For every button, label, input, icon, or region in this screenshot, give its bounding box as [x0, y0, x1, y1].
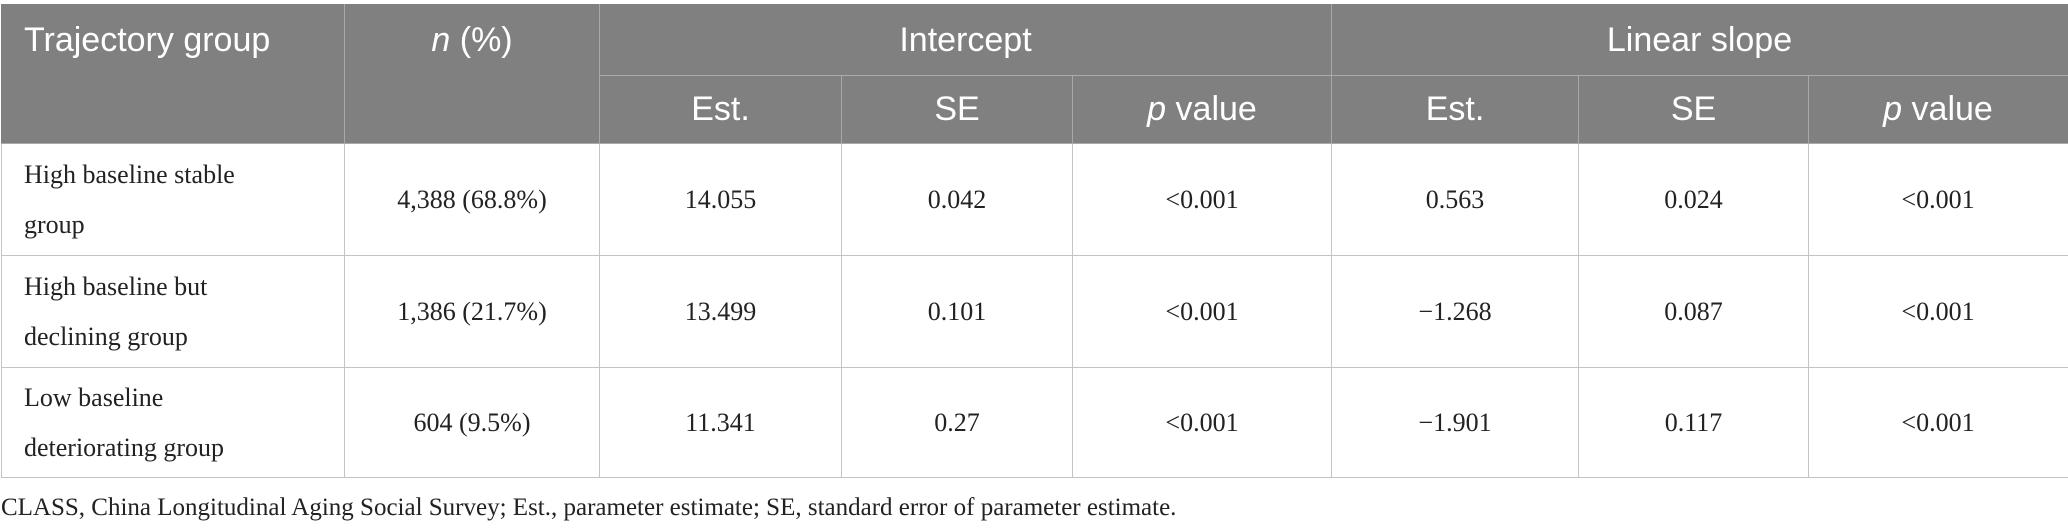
row-label-line: declining group [24, 321, 188, 351]
row-label-line: group [24, 209, 85, 239]
cell-intercept-p: <0.001 [1072, 255, 1332, 368]
cell-slope-se: 0.087 [1578, 255, 1809, 368]
header-slope-p-value: p value [1807, 75, 2068, 144]
row-label: High baseline stable group [1, 143, 345, 256]
cell-intercept-se: 0.101 [841, 255, 1073, 368]
cell-slope-se: 0.117 [1578, 367, 1809, 478]
header-row-sub: Est. SE p value Est. SE p value [2, 75, 2068, 144]
cell-slope-p: <0.001 [1807, 255, 2068, 368]
header-intercept: Intercept [599, 4, 1332, 76]
table-body: High baseline stable group 4,388 (68.8%) … [1, 143, 2068, 478]
header-p-italic: p [1147, 90, 1167, 128]
cell-slope-p: <0.001 [1807, 143, 2068, 256]
header-slope-est: Est. [1331, 75, 1579, 144]
table-row: High baseline stable group 4,388 (68.8%) … [1, 143, 2068, 256]
cell-intercept-se: 0.27 [841, 367, 1073, 478]
header-linear-slope: Linear slope [1330, 4, 2068, 76]
header-n-percent: n (%) [344, 4, 600, 144]
header-p-italic: p [1883, 90, 1903, 128]
row-label-line: High baseline but [24, 271, 208, 301]
cell-slope-se: 0.024 [1578, 143, 1809, 256]
trajectory-parameter-table: Trajectory group n (%) Intercept Linear … [1, 4, 2068, 478]
cell-slope-p: <0.001 [1807, 367, 2068, 478]
header-intercept-se: SE [841, 75, 1073, 144]
row-label-line: deteriorating group [24, 432, 224, 462]
header-n-rest: (%) [450, 21, 513, 59]
header-intercept-p-value: p value [1072, 75, 1332, 144]
row-label-line: High baseline stable [24, 159, 235, 189]
row-label: High baseline but declining group [1, 255, 345, 368]
cell-n: 604 (9.5%) [344, 367, 600, 478]
cell-slope-est: 0.563 [1331, 143, 1579, 256]
cell-intercept-p: <0.001 [1072, 367, 1332, 478]
header-trajectory-group: Trajectory group [1, 4, 345, 144]
row-label-line: Low baseline [24, 382, 164, 412]
cell-slope-est: −1.268 [1331, 255, 1579, 368]
cell-intercept-est: 14.055 [599, 143, 842, 256]
header-p-rest: value [1166, 90, 1257, 128]
header-p-rest: value [1902, 90, 1993, 128]
cell-n: 4,388 (68.8%) [344, 143, 600, 256]
header-slope-se: SE [1578, 75, 1809, 144]
cell-intercept-se: 0.042 [841, 143, 1073, 256]
header-intercept-est: Est. [599, 75, 842, 144]
cell-slope-est: −1.901 [1331, 367, 1579, 478]
header-n-italic: n [431, 21, 451, 59]
cell-intercept-est: 13.499 [599, 255, 842, 368]
table-footnote: CLASS, China Longitudinal Aging Social S… [1, 494, 1177, 521]
table-header: Trajectory group n (%) Intercept Linear … [1, 4, 2068, 144]
cell-intercept-est: 11.341 [599, 367, 842, 478]
table-row: Low baseline deteriorating group 604 (9.5… [1, 367, 2068, 478]
header-row-top: Trajectory group n (%) Intercept Linear … [1, 4, 2068, 144]
row-label: Low baseline deteriorating group [1, 367, 345, 478]
cell-intercept-p: <0.001 [1072, 143, 1332, 256]
table-row: High baseline but declining group 1,386 (… [1, 255, 2068, 368]
cell-n: 1,386 (21.7%) [344, 255, 600, 368]
